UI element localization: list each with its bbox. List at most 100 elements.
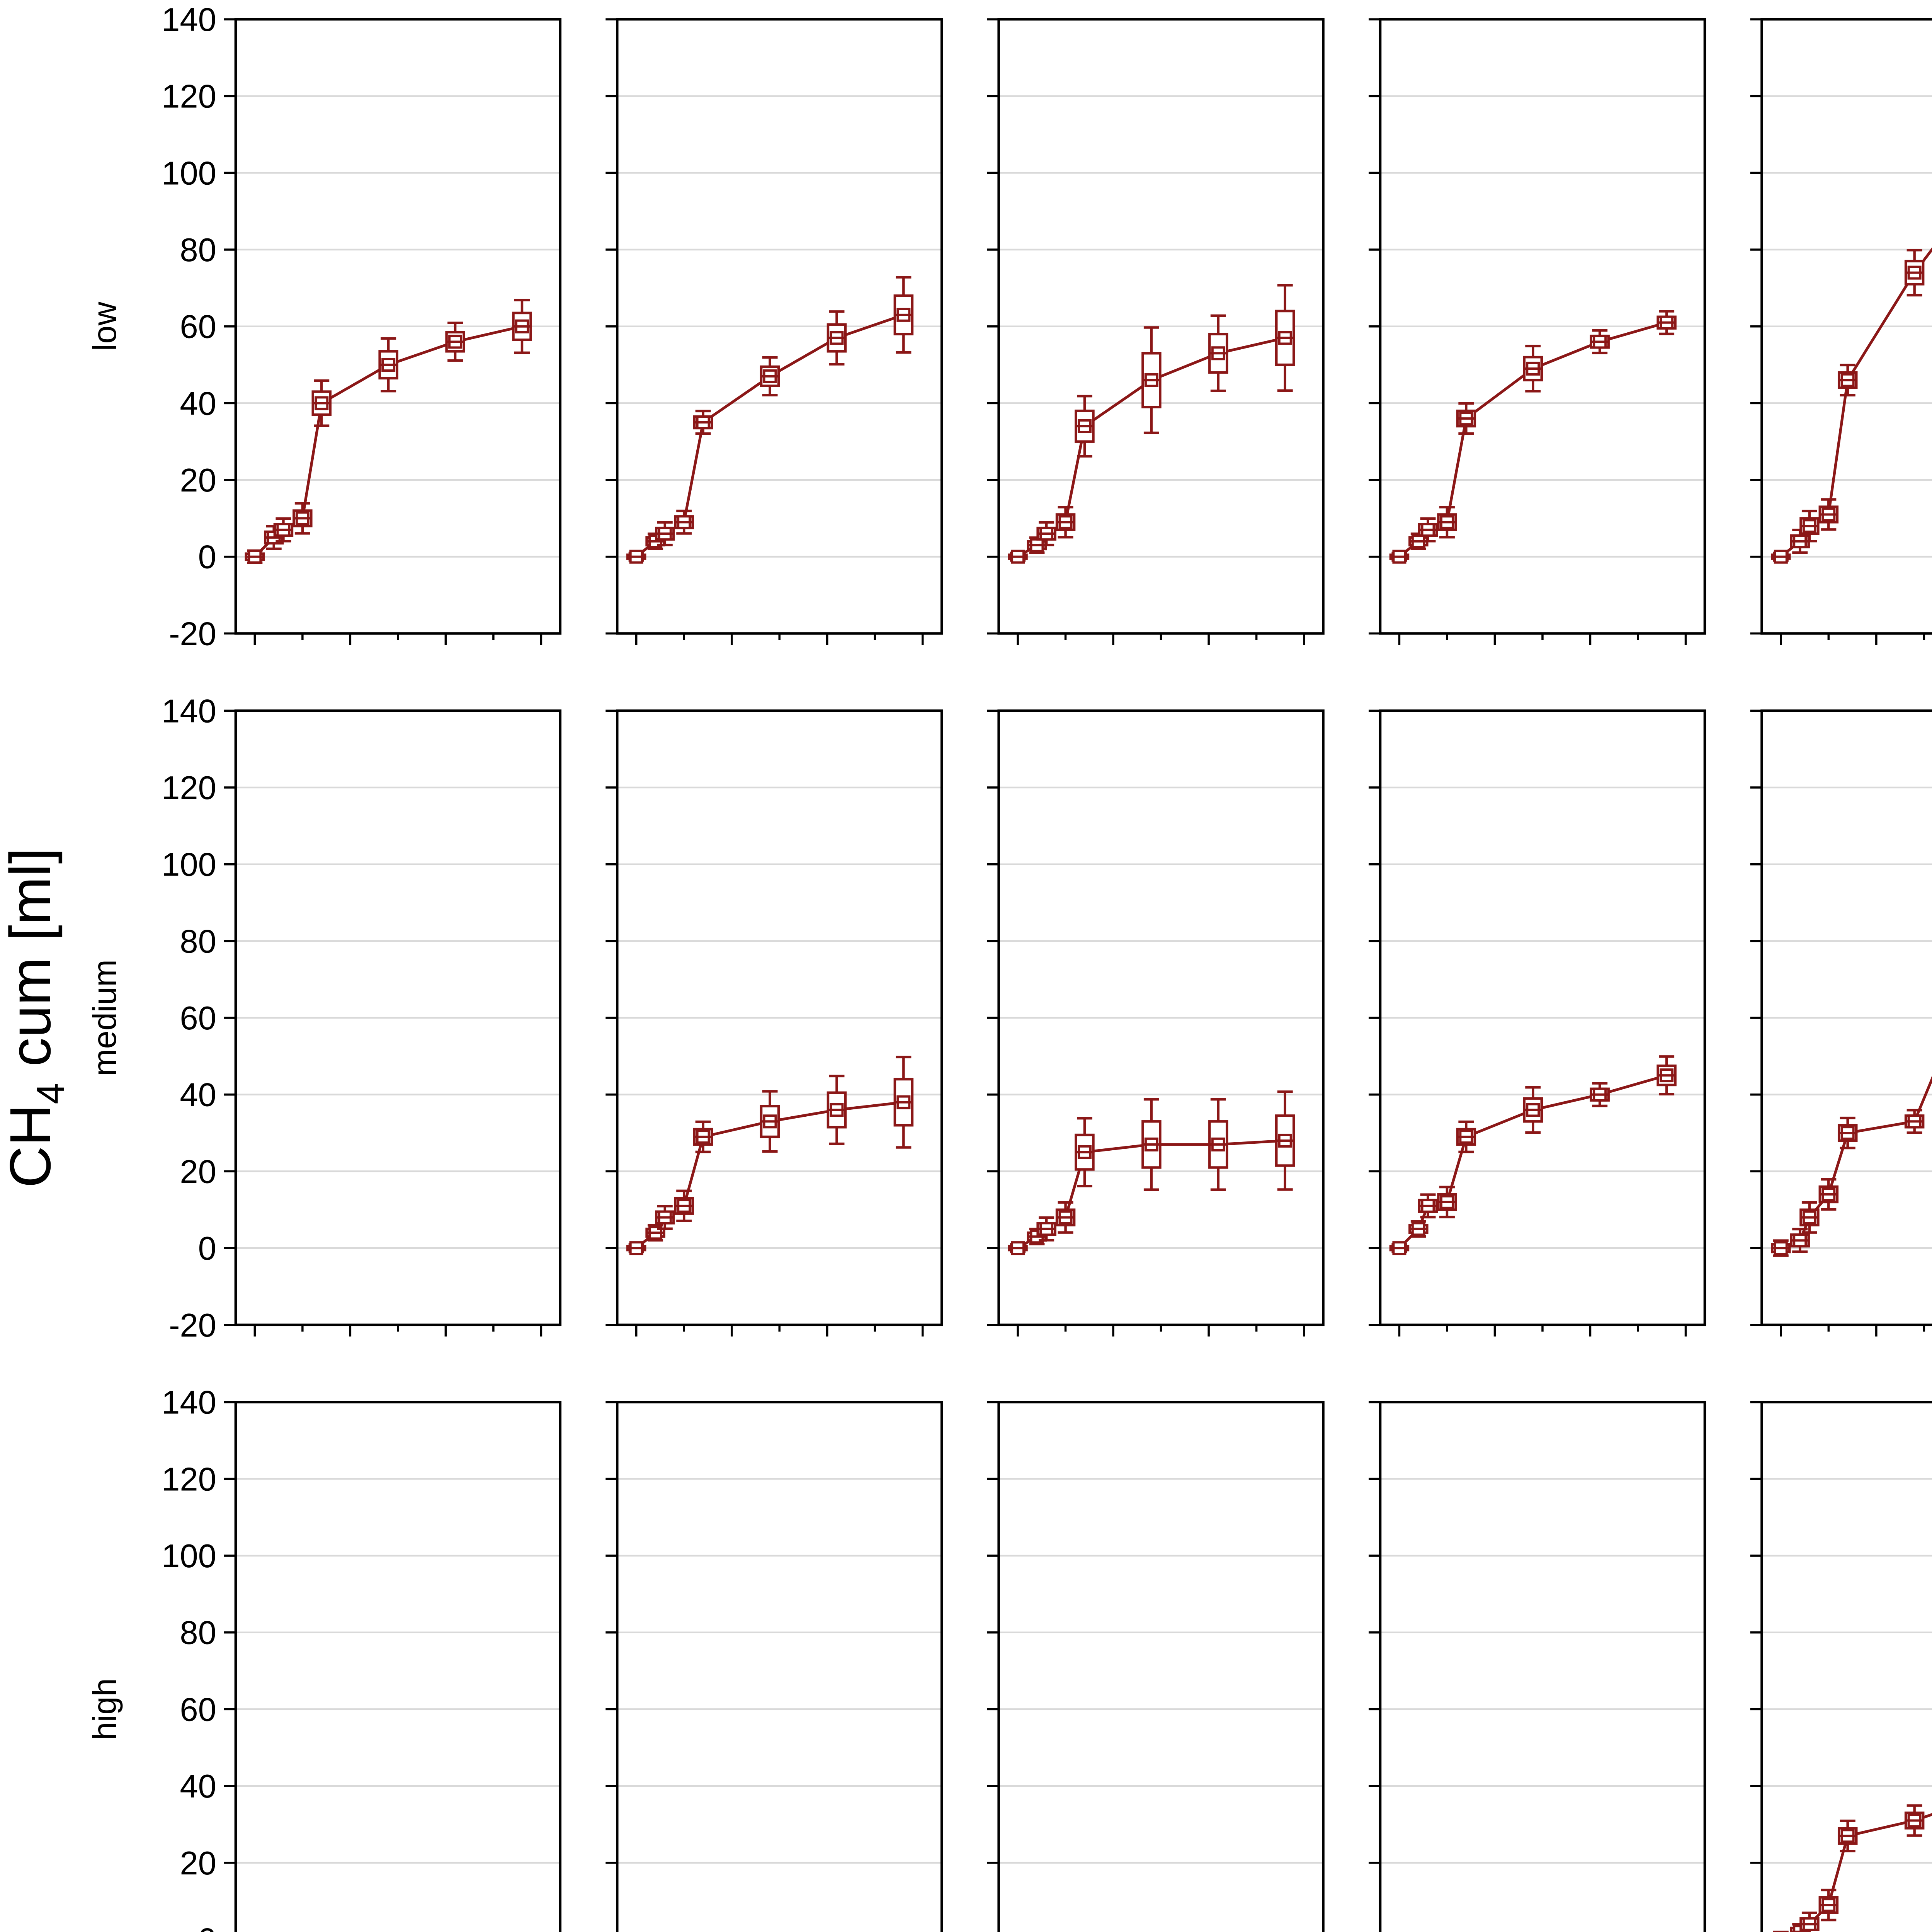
data-point [1141,1098,1162,1191]
data-point [1818,1888,1839,1922]
y-axis-title: CH4 cum [ml] [0,848,72,1188]
data-point [655,1205,675,1230]
data-point [1818,1178,1839,1211]
data-point [1904,1804,1925,1837]
panel-high-Tyr: 0102030 [987,1401,1325,1932]
data-point [311,379,332,427]
y-tick-label: 80 [180,923,216,960]
y-tick-label: -20 [169,1307,216,1344]
y-tick-label: 80 [180,1615,216,1651]
data-point [655,521,675,546]
y-tick-label: 80 [180,232,216,269]
panel-low-cont: -20 0 20 40 60 80 100 120 140 [162,2,562,652]
data-point [626,1241,646,1255]
y-tick-label: 100 [162,155,216,192]
y-tick-label: 0 [198,1922,216,1932]
data-point [1408,1220,1429,1238]
data-point [1456,1120,1476,1153]
data-point [1656,310,1677,335]
panel-low-Cas [1750,18,1932,645]
data-point [1590,1082,1610,1107]
data-point [1799,510,1820,543]
data-point [1904,248,1925,297]
data-point [893,276,914,354]
data-point [1275,284,1295,392]
y-tick-label: -20 [169,616,216,652]
data-point [1275,1090,1295,1191]
data-point [760,1090,780,1153]
data-point [1075,1117,1095,1187]
data-point [1036,521,1056,546]
panel-medium-cont: -20 0 20 40 60 80 100 120 140 [162,693,562,1344]
data-point [245,549,265,564]
data-point [827,1075,847,1145]
data-point [1818,498,1839,531]
data-point [760,356,780,396]
data-point [1055,506,1076,539]
y-tick-label: 120 [162,770,216,806]
data-point [1055,1201,1076,1234]
data-point [693,1120,713,1153]
y-tick-label: 40 [180,385,216,422]
data-point [273,517,294,543]
data-point [512,299,532,354]
data-point [1418,1193,1438,1219]
data-point [1656,1055,1677,1096]
row-label-medium: medium [87,959,123,1076]
data-point [445,321,465,362]
data-point [378,337,398,393]
data-point [1389,1241,1410,1255]
data-point [1075,395,1095,458]
panel-high-cont: -200204060801001201400102030 [162,1384,562,1932]
data-point [1036,1216,1056,1242]
y-tick-label: 20 [180,1153,216,1190]
data-point [1590,329,1610,354]
data-point [1208,1098,1228,1191]
data-point [1437,1185,1457,1219]
y-tick-label: 20 [180,462,216,499]
panel-low-Phe [1369,18,1706,645]
data-point [1418,517,1438,543]
panel-medium-Cas [1750,709,1932,1337]
data-point [827,310,847,366]
data-point [1837,1116,1858,1150]
data-point [1837,1820,1858,1852]
y-tick-label: 100 [162,1538,216,1575]
panel-medium-Tryp [605,709,943,1337]
y-tick-label: 140 [162,693,216,730]
data-point [626,549,646,564]
y-tick-label: 60 [180,1000,216,1037]
y-tick-label: 60 [180,309,216,345]
row-label-high: high [87,1678,123,1740]
data-point [1456,402,1476,435]
y-tick-label: 40 [180,1768,216,1805]
y-tick-label: 0 [198,539,216,576]
panel-high-Tryp: 0102030 [605,1401,943,1932]
data-point [1389,549,1410,564]
data-point [893,1056,914,1149]
data-point [1904,1109,1925,1134]
y-tick-label: 140 [162,2,216,38]
data-point [1790,1228,1810,1253]
data-point [1771,549,1791,564]
panel-low-Tyr [987,18,1325,645]
y-tick-label: 100 [162,847,216,883]
data-point [293,502,313,535]
y-tick-label: 120 [162,1461,216,1498]
panel-high-Phe: 0102030 [1369,1401,1706,1932]
data-point [1008,1241,1028,1255]
data-point [1008,549,1028,564]
y-tick-label: 0 [198,1230,216,1267]
data-point [1771,1239,1791,1257]
row-label-low: low [87,301,123,351]
panel-high-Cas: 0102030 [1750,1401,1932,1932]
y-tick-label: 20 [180,1845,216,1882]
data-point [674,509,694,535]
data-point [1141,326,1162,434]
panel-medium-Tyr [987,709,1325,1337]
panel-medium-Phe [1369,709,1706,1337]
data-point [693,410,713,435]
data-point [1437,506,1457,539]
